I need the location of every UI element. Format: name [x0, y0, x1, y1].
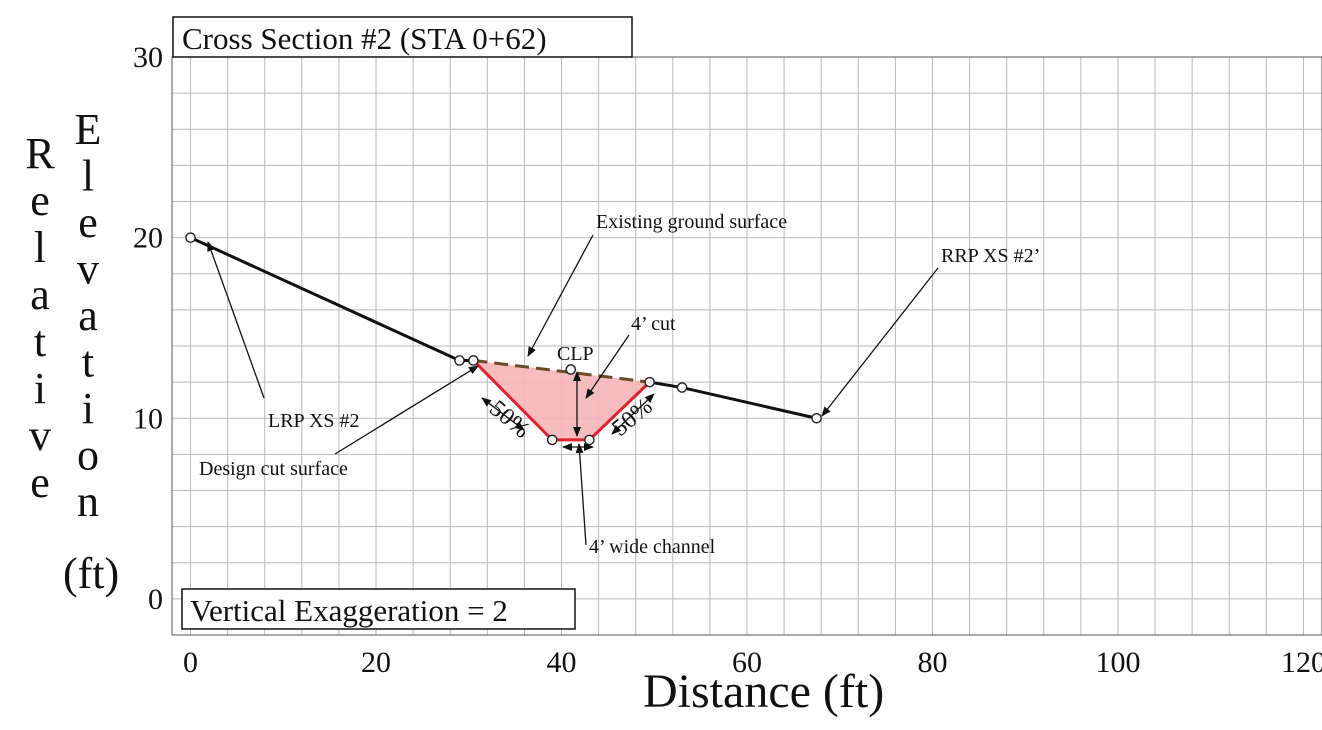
- annotation-label: LRP XS #2: [268, 410, 360, 432]
- x-tick-label: 120: [1281, 646, 1322, 679]
- y-axis-label-unit: (ft): [63, 549, 119, 598]
- y-label-letter: v: [77, 245, 99, 294]
- arrow-existing-ground: [527, 234, 594, 357]
- point-marker: [546, 434, 558, 446]
- point-marker: [676, 382, 688, 393]
- arrow-rrp: [821, 267, 939, 417]
- y-label-letter: E: [75, 105, 102, 154]
- plot-frame: [171, 56, 1322, 636]
- exaggeration-note: Vertical Exaggeration = 2: [190, 593, 508, 628]
- annotation-label: Existing ground surface: [596, 211, 787, 233]
- x-tick-label: 60: [732, 646, 762, 679]
- point-markers: [185, 232, 822, 446]
- chart-title: Cross Section #2 (STA 0+62): [182, 21, 547, 56]
- point-marker: [454, 355, 465, 366]
- annotation-label: 4’ cut: [631, 313, 676, 335]
- y-tick-label: 0: [148, 583, 163, 616]
- right-slope-dimension: [611, 393, 655, 435]
- annotation-label: CLP: [557, 343, 594, 365]
- annotation-label: Design cut surface: [199, 458, 348, 480]
- arrow-4ft-cut: [585, 334, 630, 399]
- y-label-letter: i: [82, 384, 94, 433]
- y-label-letter: e: [30, 458, 50, 507]
- cut-fill-layer: [473, 360, 650, 440]
- point-marker: [185, 232, 196, 243]
- arrow-design-cut: [334, 365, 479, 455]
- x-tick-label: 100: [1095, 646, 1140, 679]
- point-marker: [811, 412, 822, 424]
- y-tick-label: 30: [133, 41, 163, 74]
- x-tick-label: 40: [547, 646, 577, 679]
- x-tick-label: 80: [917, 646, 947, 679]
- x-tick-label: 20: [361, 646, 391, 679]
- arrow-lrp: [207, 241, 265, 399]
- y-label-letter: l: [82, 152, 94, 201]
- chart-grid: [172, 56, 1322, 635]
- y-label-letter: t: [34, 317, 46, 366]
- y-label-letter: t: [82, 338, 94, 387]
- existing-ground-dashed: [473, 358, 650, 384]
- point-marker: [565, 364, 577, 375]
- left-slope-dimension: [481, 397, 525, 431]
- point-marker: [468, 355, 479, 366]
- point-marker: [584, 434, 595, 446]
- point-marker: [644, 376, 655, 388]
- annotation-arrows: [207, 234, 939, 546]
- y-tick-label: 10: [133, 402, 163, 435]
- exaggeration-box: [181, 588, 576, 630]
- x-axis-label: Distance (ft): [643, 665, 884, 718]
- annotation-label: RRP XS #2’: [941, 245, 1040, 267]
- y-label-letter: a: [30, 270, 50, 319]
- cut-area-fill: [473, 360, 650, 440]
- y-label-letter: o: [77, 431, 99, 480]
- y-label-letter: i: [34, 364, 46, 413]
- annotation-label: 4’ wide channel: [589, 536, 716, 558]
- y-label-letter: n: [77, 477, 99, 526]
- x-tick-label: 0: [183, 646, 198, 679]
- y-tick-label: 20: [133, 222, 163, 255]
- y-label-letter: l: [34, 223, 46, 272]
- y-label-letter: e: [30, 176, 50, 225]
- y-label-letter: R: [25, 129, 55, 178]
- arrow-4ft-channel: [575, 443, 587, 546]
- y-label-letter: v: [29, 411, 51, 460]
- ground-line-left: [189, 236, 474, 362]
- tick-labels: 0 20 40 60 80 100 120 0 10 20 30: [133, 41, 1322, 679]
- title-box: [172, 16, 633, 58]
- y-label-letter: a: [78, 291, 98, 340]
- ground-line-right: [649, 380, 817, 420]
- y-label-letter: e: [78, 198, 98, 247]
